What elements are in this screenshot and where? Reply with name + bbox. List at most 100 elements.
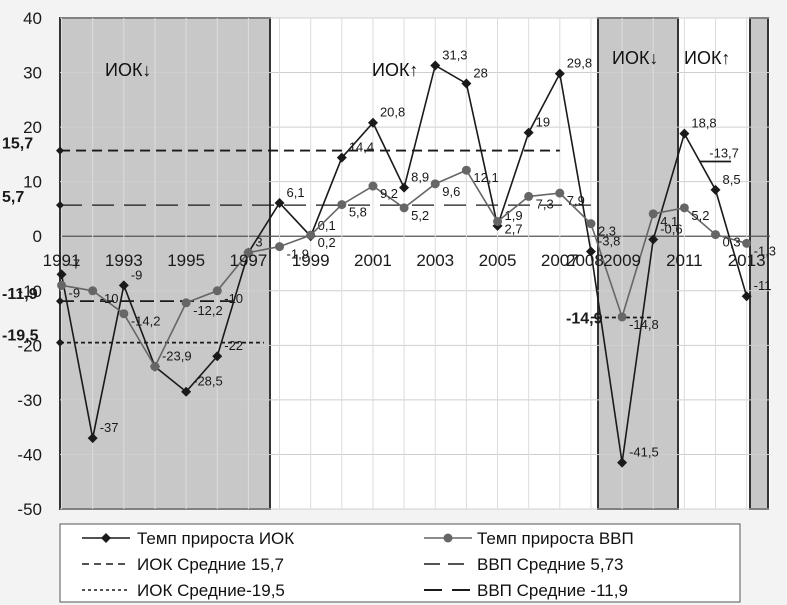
y-tick-label: 0	[33, 227, 42, 246]
reference-marker	[56, 201, 64, 210]
x-tick-label: 1995	[167, 251, 205, 270]
annotation-iok-up-2: ИОК↑	[684, 48, 730, 68]
legend-item-iok-avg-high: ИОК Средние 15,7	[82, 555, 284, 574]
data-point-iok	[212, 351, 223, 362]
data-label-iok: 8,5	[723, 172, 741, 187]
x-tick-label: 1999	[292, 251, 330, 270]
data-point-iok	[336, 152, 347, 163]
data-point-gdp	[617, 312, 627, 322]
data-label-gdp: -9	[69, 285, 81, 300]
y-tick-label: -10	[17, 282, 42, 301]
y-tick-label: -50	[17, 500, 42, 519]
data-label-gdp: 5,2	[691, 208, 709, 223]
data-point-gdp	[586, 219, 596, 229]
data-label-iok: -3,8	[598, 233, 620, 248]
data-label-iok: -23,9	[162, 349, 192, 364]
reference-marker	[56, 146, 64, 155]
data-point-iok	[585, 246, 596, 257]
data-label-gdp: 7,9	[567, 193, 585, 208]
data-label-gdp: 2,3	[598, 224, 616, 239]
data-label-iok: 3	[255, 235, 262, 250]
data-point-gdp	[742, 238, 752, 248]
y-tick-label: -20	[17, 336, 42, 355]
data-label-gdp: 0,2	[318, 235, 336, 250]
legend-item-gdp-avg-low: ВВП Средние -11,9	[424, 581, 628, 600]
data-label-iok: -22	[224, 338, 243, 353]
y-tick-label: 20	[23, 118, 42, 137]
data-point-iok	[617, 457, 628, 468]
data-point-gdp	[337, 200, 347, 210]
x-tick-label: 2009	[603, 251, 641, 270]
data-label-iok: -11	[754, 278, 772, 293]
grid	[60, 17, 770, 510]
data-point-gdp	[243, 248, 253, 258]
data-point-gdp	[368, 181, 378, 191]
data-point-gdp	[555, 188, 565, 198]
data-point-gdp	[461, 165, 471, 175]
axis-labels: 40 30 20 10 0 -10 -20 -30 -40 -50 1991 1993 1995 1997…	[17, 9, 765, 519]
x-tick-label: 1993	[105, 251, 143, 270]
data-label-gdp: -10	[224, 291, 243, 306]
x-tick-label: 1997	[229, 251, 267, 270]
data-label-iok: -41,5	[629, 445, 659, 460]
y-tick-label: 40	[23, 9, 42, 28]
legend-item-gdp-series: Темп прироста ВВП	[424, 529, 634, 548]
x-tick-label: 2005	[479, 251, 517, 270]
reference-label: -14,9	[566, 311, 603, 328]
data-label-gdp: -1,3	[754, 243, 776, 258]
data-label-gdp: 9,2	[380, 186, 398, 201]
legend-label-iok-avg-high: ИОК Средние 15,7	[137, 555, 284, 574]
data-label-iok: -37	[100, 420, 119, 435]
data-point-iok	[399, 182, 410, 193]
data-label-gdp: -14,8	[629, 317, 659, 332]
data-label-iok: -9	[131, 267, 143, 282]
reference-lines: 15,7 5,7 -19,5 -11,9 -14,9 -13,7	[2, 136, 739, 347]
data-point-iok	[710, 184, 721, 195]
x-tick-label: 2011	[666, 251, 703, 270]
data-label-iok: -0,6	[660, 221, 682, 236]
data-point-iok	[554, 68, 565, 79]
data-label-iok: 18,8	[691, 116, 716, 131]
reference-label: -11,9	[2, 286, 38, 303]
data-label-iok: 19	[536, 115, 550, 130]
reference-marker	[56, 297, 64, 306]
data-point-gdp	[430, 179, 440, 189]
legend-item-iok-series: Темп прироста ИОК	[82, 529, 294, 548]
data-label-iok: 20,8	[380, 105, 405, 120]
x-tick-label: 1991	[43, 251, 81, 270]
reference-label: -19,5	[2, 328, 39, 345]
data-point-gdp	[711, 230, 721, 240]
data-label-gdp: 5,2	[411, 208, 429, 223]
annotation-iok-up-1: ИОК↑	[372, 60, 418, 80]
data-point-gdp	[181, 298, 191, 308]
reference-marker	[56, 338, 64, 347]
data-label-gdp: 0,3	[723, 235, 741, 250]
data-point-iok	[679, 128, 690, 139]
y-tick-label: 30	[23, 64, 42, 83]
data-point-gdp	[275, 242, 285, 252]
data-label-iok: -7	[69, 256, 81, 271]
legend-label-iok-avg-low: ИОК Средние-19,5	[137, 581, 285, 600]
data-point-gdp	[679, 203, 689, 213]
x-tick-label: 2001	[354, 251, 392, 270]
data-point-gdp	[88, 286, 98, 296]
data-point-gdp	[212, 286, 222, 296]
data-label-gdp: 4,1	[660, 214, 678, 229]
data-label-iok: 0,1	[318, 218, 336, 233]
data-point-iok	[430, 60, 441, 71]
data-label-iok: 28	[473, 65, 487, 80]
legend-item-gdp-avg-high: ВВП Средние 5,73	[424, 555, 624, 574]
reference-label: -13,7	[709, 145, 739, 160]
data-label-gdp: -14,2	[131, 314, 161, 329]
y-tick-label: 10	[23, 173, 42, 192]
x-tick-label: 2008	[566, 251, 604, 270]
legend-box	[59, 523, 741, 603]
data-label-iok: 14,4	[349, 140, 374, 155]
legend-label-gdp-avg-high: ВВП Средние 5,73	[477, 555, 624, 574]
data-point-gdp	[119, 309, 129, 319]
data-label-iok: -28,5	[193, 374, 223, 389]
x-tick-label: 2007	[541, 251, 579, 270]
data-point-gdp	[648, 209, 658, 219]
data-point-iok	[367, 117, 378, 128]
data-point-gdp	[57, 280, 67, 290]
